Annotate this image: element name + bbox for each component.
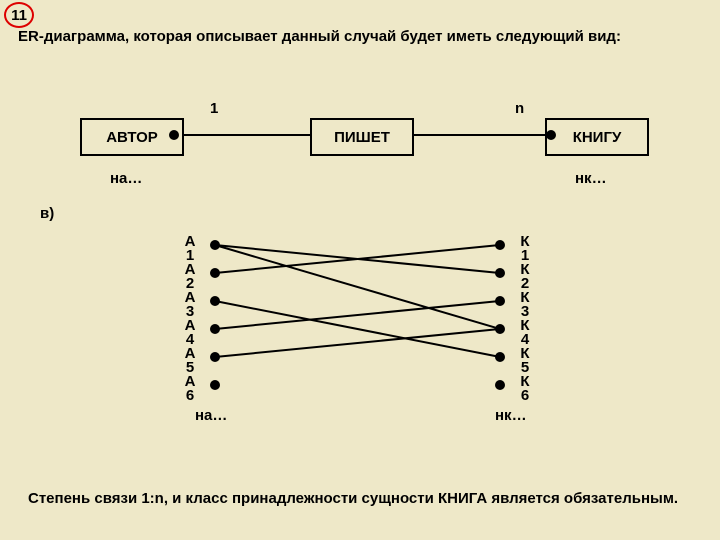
map-dot — [495, 268, 505, 278]
section-label: в) — [40, 205, 54, 222]
attr-right: нк… — [575, 170, 607, 187]
connector-line — [410, 134, 545, 136]
map-dot — [210, 352, 220, 362]
footer-text: Степень связи 1:n, и класс принадлежност… — [28, 490, 708, 507]
map-edge — [215, 328, 500, 358]
map-item-label: К4 — [515, 319, 535, 346]
map-item-label: К1 — [515, 235, 535, 262]
intro-text: ER-диаграмма, которая описывает данный с… — [18, 28, 708, 45]
map-dot — [210, 296, 220, 306]
page-number: 11 — [11, 7, 27, 24]
map-dot — [495, 352, 505, 362]
map-dot — [210, 268, 220, 278]
map-dot — [210, 240, 220, 250]
map-item-label: А1 — [180, 235, 200, 262]
map-right-below: нк… — [495, 407, 527, 424]
er-right-entity: КНИГУ — [545, 118, 649, 156]
map-dot — [210, 324, 220, 334]
map-item-label: А2 — [180, 263, 200, 290]
map-left-below: на… — [195, 407, 227, 424]
page-number-badge: 11 — [4, 2, 34, 28]
cardinality-right: n — [515, 100, 524, 117]
map-item-label: К5 — [515, 347, 535, 374]
map-dot — [495, 380, 505, 390]
er-dot — [169, 130, 179, 140]
map-item-label: А6 — [180, 375, 200, 402]
map-item-label: К6 — [515, 375, 535, 402]
map-item-label: К3 — [515, 291, 535, 318]
map-edge — [215, 300, 500, 358]
connector-line — [180, 134, 310, 136]
er-relation: ПИШЕТ — [310, 118, 414, 156]
attr-left: на… — [110, 170, 142, 187]
map-item-label: К2 — [515, 263, 535, 290]
map-dot — [495, 296, 505, 306]
map-dot — [210, 380, 220, 390]
er-left-entity: АВТОР — [80, 118, 184, 156]
map-dot — [495, 324, 505, 334]
cardinality-left: 1 — [210, 100, 218, 117]
map-item-label: А3 — [180, 291, 200, 318]
map-item-label: А5 — [180, 347, 200, 374]
map-item-label: А4 — [180, 319, 200, 346]
map-dot — [495, 240, 505, 250]
er-dot — [546, 130, 556, 140]
